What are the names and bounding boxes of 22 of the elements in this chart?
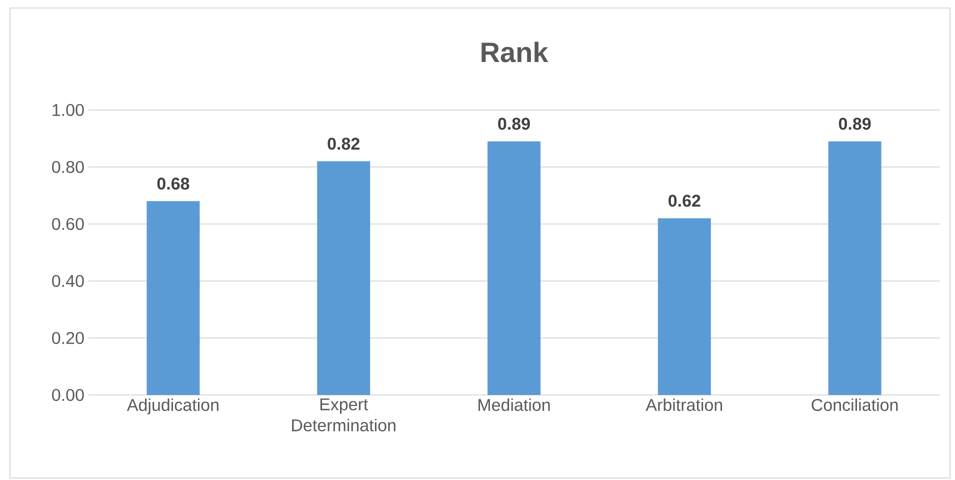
x-tick-label: Expert Determination xyxy=(292,398,396,432)
data-label: 0.62 xyxy=(668,194,700,207)
y-tick-label: 0.80 xyxy=(52,160,84,174)
bar xyxy=(828,141,882,395)
bar xyxy=(317,161,370,395)
x-tick-label: Conciliation xyxy=(812,398,898,411)
data-label: 0.82 xyxy=(328,138,360,150)
y-tick-label: 1.00 xyxy=(52,104,84,116)
x-tick-label: Arbitration xyxy=(646,398,722,411)
bar xyxy=(658,218,711,395)
x-tick-label: Adjudication xyxy=(126,398,218,414)
chart-title: Rank xyxy=(482,42,548,62)
y-tick-label: 0.40 xyxy=(52,274,84,288)
data-label: 0.68 xyxy=(157,178,190,190)
y-tick-label: 0.60 xyxy=(52,218,84,230)
bar xyxy=(146,201,200,395)
y-tick-label: 0.20 xyxy=(52,332,84,344)
data-label: 0.89 xyxy=(838,118,871,130)
data-label: 0.89 xyxy=(498,118,530,130)
x-tick-label: Mediation xyxy=(478,398,550,411)
bar xyxy=(488,141,541,395)
y-tick-label: 0.00 xyxy=(52,388,84,402)
